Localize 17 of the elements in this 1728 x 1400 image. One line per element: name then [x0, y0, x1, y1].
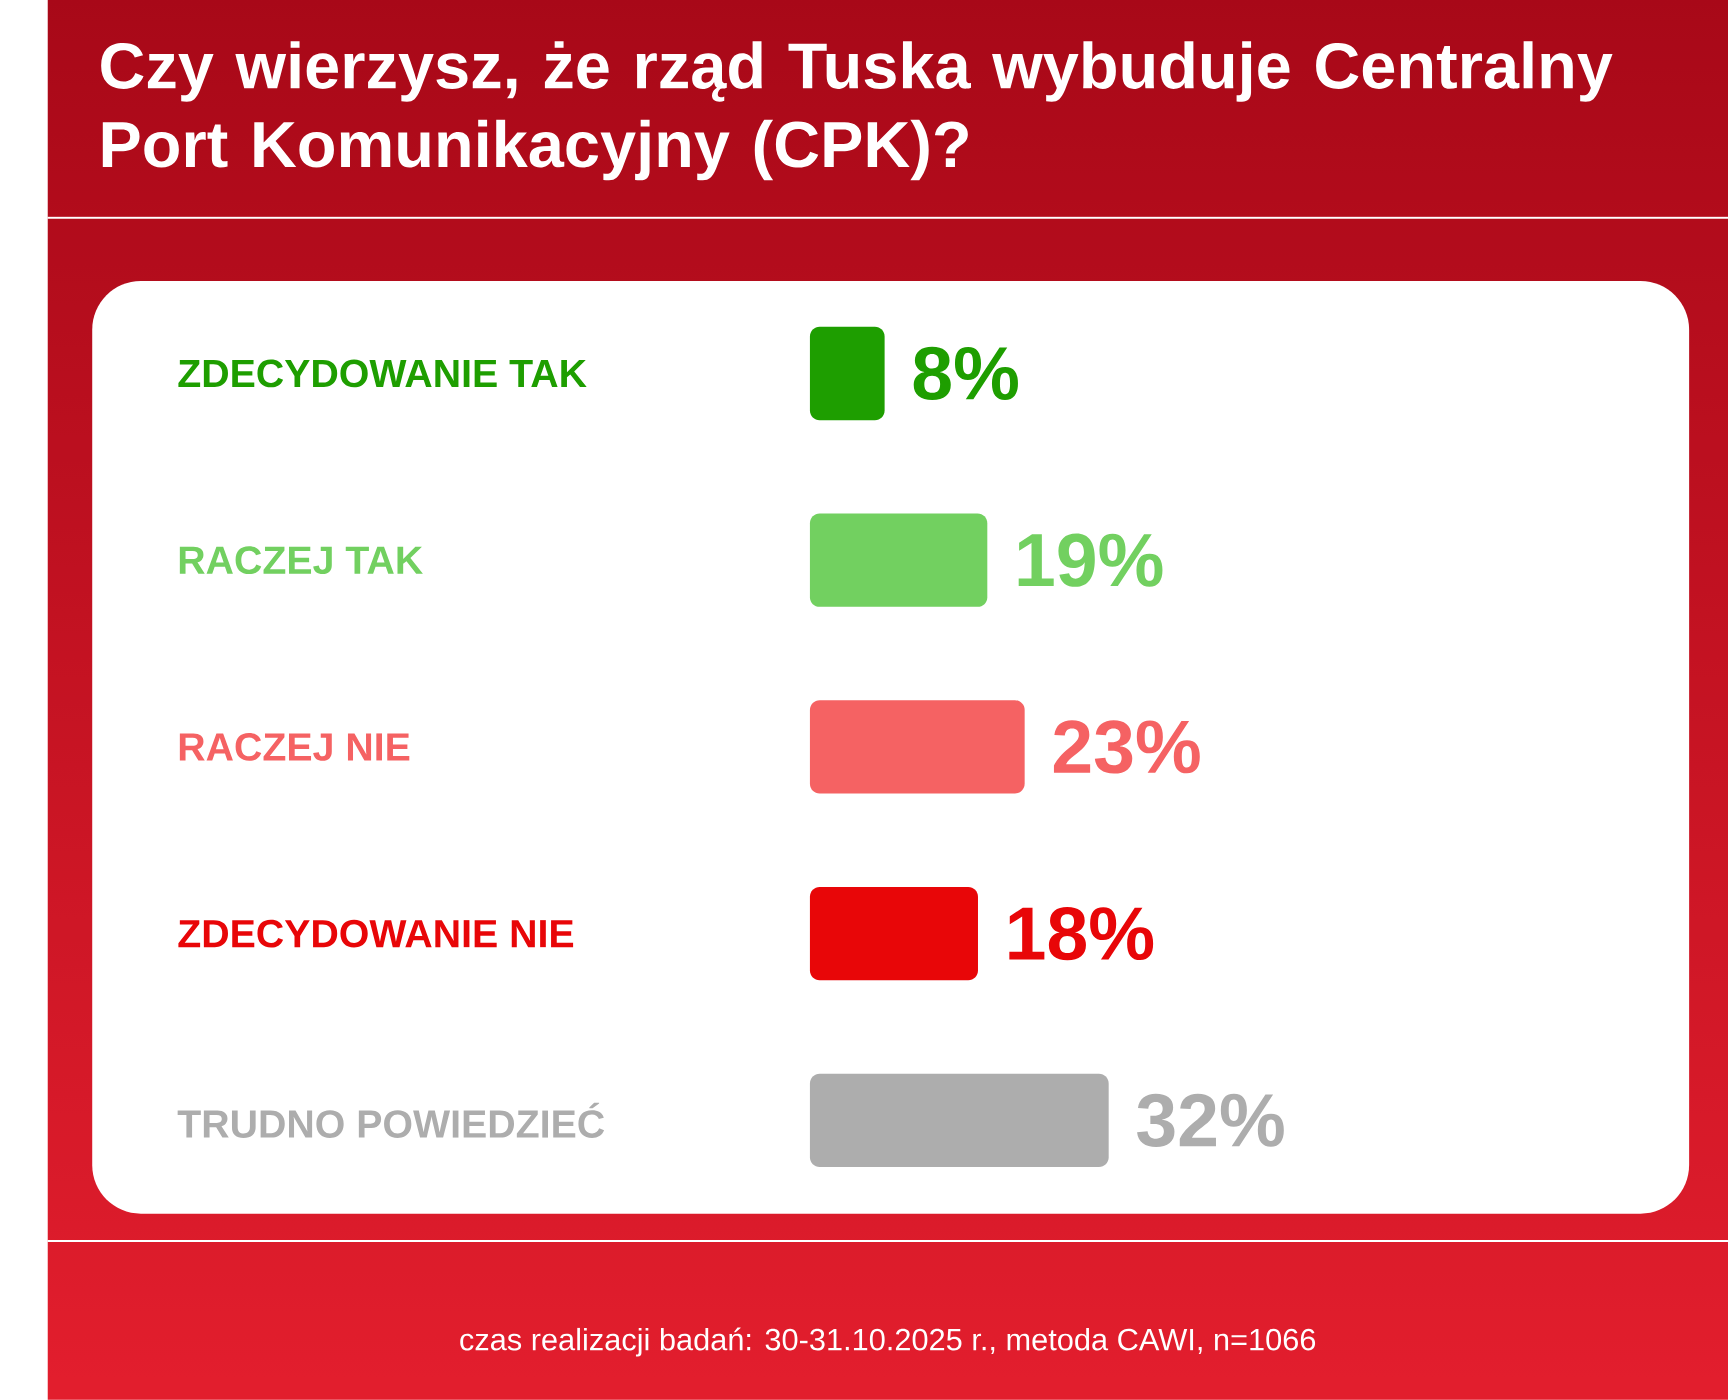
data-label: 8% — [913, 346, 1018, 400]
y-tick-label: ZDECYDOWANIE TAK — [178, 359, 587, 388]
text: czas realizacji badań: 30-31.10.2025 r., metoda CAWI, n=1066 — [460, 1327, 1316, 1357]
data-label: 32% — [1137, 1093, 1284, 1147]
y-tick-label: ZDECYDOWANIE NIE — [178, 919, 574, 948]
y-tick-label: TRUDNO POWIEDZIEĆ — [177, 1102, 605, 1138]
y-tick-label: RACZEJ TAK — [179, 546, 423, 574]
y-tick-label: RACZEJ NIE — [179, 732, 410, 761]
data-label: 19% — [1018, 533, 1163, 587]
chart-title: Czy wierzysz, że rząd Tuska wybuduje Centralny Port Komunikacyjny (CPK)? — [101, 41, 1613, 181]
bar — [809, 1073, 1109, 1167]
bar — [809, 886, 978, 981]
bar — [809, 513, 988, 607]
bar — [809, 326, 885, 420]
data-label: 18% — [1009, 906, 1154, 961]
bar — [809, 700, 1025, 794]
data-label: 23% — [1053, 720, 1200, 774]
